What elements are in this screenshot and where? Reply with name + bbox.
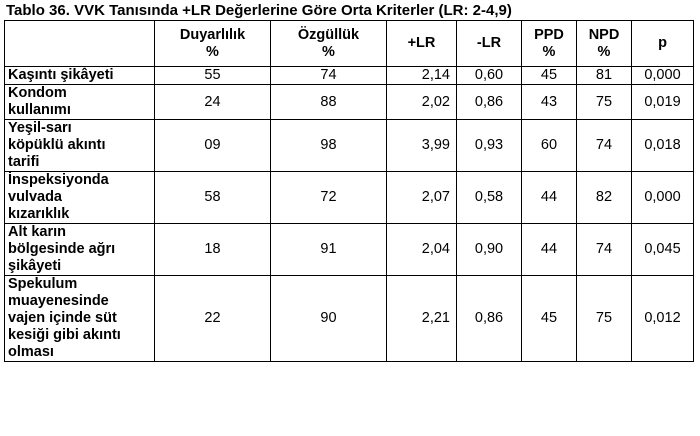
header-nlr: -LR [456, 20, 522, 67]
cell-duyarlilik: 09 [154, 119, 271, 172]
table-row: İnspeksiyonda vulvada kızarıklık 58 72 2,07 0,… [4, 171, 694, 224]
cell-nlr: 0,86 [456, 84, 522, 120]
cell-npd: 74 [576, 223, 632, 276]
header-duyarlilik: Duyarlılık% [154, 20, 271, 67]
cell-ozgulluk: 88 [270, 84, 387, 120]
cell-nlr: 0,90 [456, 223, 522, 276]
cell-npd: 74 [576, 119, 632, 172]
cell-p: 0,012 [631, 275, 694, 362]
cell-nlr: 0,93 [456, 119, 522, 172]
header-row: Duyarlılık% Özgüllük% +LR -LR PPD% NPD% … [4, 20, 694, 67]
cell-plr: 2,14 [386, 66, 457, 85]
header-ppd: PPD% [521, 20, 577, 67]
cell-duyarlilik: 55 [154, 66, 271, 85]
cell-ozgulluk: 91 [270, 223, 387, 276]
cell-p: 0,000 [631, 171, 694, 224]
cell-plr: 2,21 [386, 275, 457, 362]
table-row: Spekulum muayenesinde vajen içinde süt kesi… [4, 275, 694, 362]
row-label: Spekulum muayenesinde vajen içinde süt kesi… [4, 275, 155, 362]
cell-plr: 3,99 [386, 119, 457, 172]
criteria-table: Duyarlılık% Özgüllük% +LR -LR PPD% NPD% … [4, 20, 694, 362]
cell-duyarlilik: 22 [154, 275, 271, 362]
cell-ppd: 45 [521, 275, 577, 362]
cell-ppd: 43 [521, 84, 577, 120]
cell-duyarlilik: 24 [154, 84, 271, 120]
cell-p: 0,018 [631, 119, 694, 172]
row-label: Yeşil-sarı köpüklü akıntı tarifi [4, 119, 155, 172]
cell-ozgulluk: 72 [270, 171, 387, 224]
table-row: Yeşil-sarı köpüklü akıntı tarifi 09 98 3,99 0,… [4, 119, 694, 172]
cell-plr: 2,02 [386, 84, 457, 120]
cell-p: 0,019 [631, 84, 694, 120]
header-p: p [631, 20, 694, 67]
row-label: Alt karın bölgesinde ağrı şikâyeti [4, 223, 155, 276]
table-row: Alt karın bölgesinde ağrı şikâyeti 18 91 2,04… [4, 223, 694, 276]
cell-ppd: 60 [521, 119, 577, 172]
row-label: Kondom kullanımı [4, 84, 155, 120]
table-caption: Tablo 36. VVK Tanısında +LR Değerlerine … [6, 2, 512, 19]
cell-npd: 81 [576, 66, 632, 85]
header-cell-empty [4, 20, 155, 67]
cell-ppd: 44 [521, 171, 577, 224]
header-ozgulluk: Özgüllük% [270, 20, 387, 67]
table-row: Kondom kullanımı 24 88 2,02 0,86 43 75 0,019 [4, 84, 694, 120]
cell-ozgulluk: 74 [270, 66, 387, 85]
cell-npd: 82 [576, 171, 632, 224]
cell-p: 0,045 [631, 223, 694, 276]
cell-ppd: 45 [521, 66, 577, 85]
cell-npd: 75 [576, 275, 632, 362]
cell-plr: 2,07 [386, 171, 457, 224]
row-label: Kaşıntı şikâyeti [4, 66, 155, 85]
header-plr: +LR [386, 20, 457, 67]
cell-plr: 2,04 [386, 223, 457, 276]
cell-npd: 75 [576, 84, 632, 120]
cell-ozgulluk: 90 [270, 275, 387, 362]
cell-nlr: 0,58 [456, 171, 522, 224]
cell-ppd: 44 [521, 223, 577, 276]
cell-ozgulluk: 98 [270, 119, 387, 172]
table-row: Kaşıntı şikâyeti 55 74 2,14 0,60 45 81 0,000 [4, 66, 694, 85]
cell-nlr: 0,86 [456, 275, 522, 362]
cell-p: 0,000 [631, 66, 694, 85]
cell-duyarlilik: 58 [154, 171, 271, 224]
header-npd: NPD% [576, 20, 632, 67]
cell-nlr: 0,60 [456, 66, 522, 85]
cell-duyarlilik: 18 [154, 223, 271, 276]
row-label: İnspeksiyonda vulvada kızarıklık [4, 171, 155, 224]
